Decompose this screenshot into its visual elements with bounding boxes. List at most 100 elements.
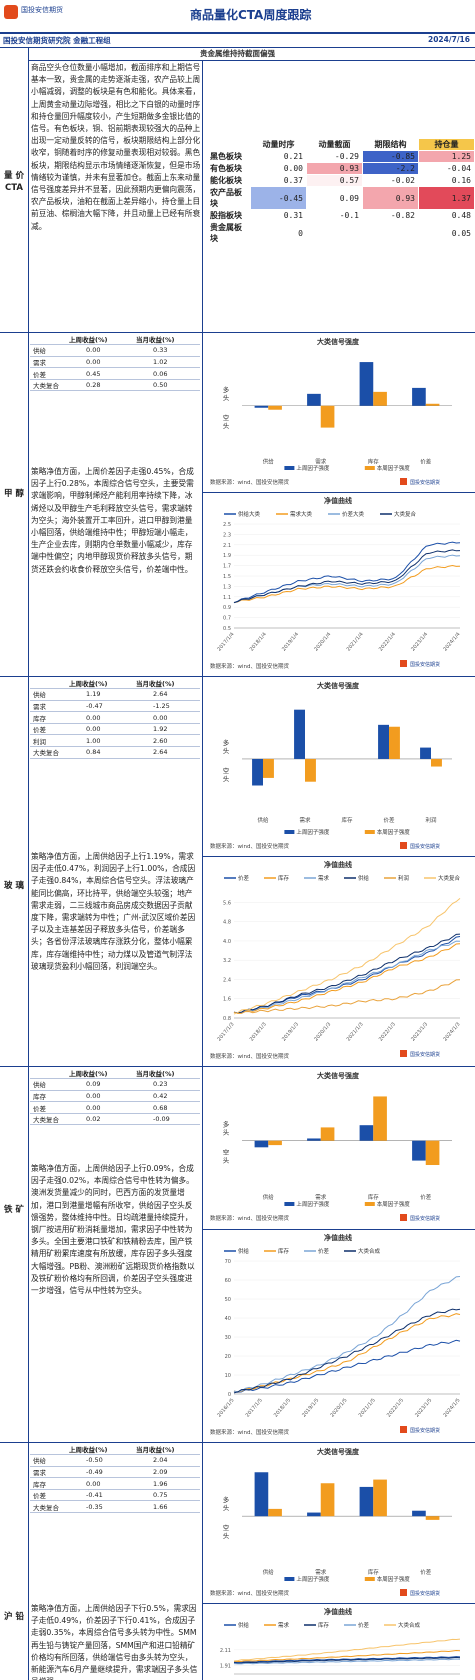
legend-label: 供给 [358,874,370,882]
table-cell: 0.28 [66,379,133,392]
legend-label: 库存 [278,1247,290,1255]
table-header-cell: 当月收益(%) [133,1443,200,1456]
short-axis-label: 空 [223,1523,230,1532]
heatmap-cell: 0 [250,221,307,245]
legend-label: 利润 [398,874,410,882]
table-row: 价差 0.00 0.68 [30,1101,200,1114]
series-line [233,1638,461,1662]
divider [202,676,203,1066]
signal-table-lead: 上周收益(%) 当月收益(%) 供给 -0.50 2.04 需求 -0.49 2.09 库存 0.… [30,1443,200,1514]
heatmap-cell: 0.31 [250,209,307,222]
heatmap-cell: -0.45 [250,186,307,210]
heatmap-cell: 0.05 [418,221,475,245]
section-glass-paragraph: 策略净值方面，上周供给因子上行1.19%，需求因子走低0.47%，利润因子上行1… [31,852,196,971]
x-tick-label: 2024/1/5 [442,1397,461,1418]
divider [202,1603,475,1604]
heatmap-cell: -0.29 [306,150,363,163]
table-row: 价差 0.00 1.92 [30,723,200,736]
table-cell: -0.35 [66,1500,133,1514]
table-cell: 0.33 [133,344,200,357]
y-tick-label: 1.7 [223,564,231,570]
category-tick-label: 库存 [368,457,380,465]
chart-title: 净值曲线 [324,1607,352,1616]
x-tick-label: 2020/1/3 [313,1021,332,1042]
table-row: 库存 0.00 0.00 [30,711,200,724]
table-row: 库存 0.00 1.96 [30,1477,200,1490]
table-header-cell: 当月收益(%) [133,333,200,346]
long-axis-label: 头 [223,746,230,755]
bar-mark [359,1125,374,1141]
table-row: 供给 0.09 0.23 [30,1078,200,1091]
y-tick-label: 2.4 [223,977,231,983]
legend-label: 大类合成 [398,1621,421,1629]
section-cta-label: 量 价 CTA [4,171,24,193]
bar-mark [307,1512,321,1517]
bar-mark [307,1138,321,1141]
section-cta-title: 贵金属维持持截面偏强 [200,49,275,58]
x-tick-label: 2023/1/5 [414,1397,433,1418]
long-axis-label: 多 [223,385,230,394]
mini-logo-text: 国投安信期货 [410,661,440,668]
legend-swatch [284,1577,295,1581]
bar-mark [425,1516,440,1520]
category-tick-label: 需求 [315,1193,327,1201]
heatmap-cell: -0.02 [362,174,419,187]
x-tick-label: 2020/1/5 [329,1397,348,1418]
category-tick-label: 供给 [263,1568,275,1576]
y-tick-label: 0.9 [223,605,231,611]
mini-logo-icon [400,1426,407,1433]
short-axis-label: 头 [223,1156,230,1165]
mini-logo-icon [400,660,407,667]
legend-label: 价差大类 [342,510,365,518]
report-subheader: 国投安信期货研究院 金融工程组 2024/7/16 [0,34,475,46]
bar-mark [268,405,282,410]
table-cell: 2.60 [133,734,200,748]
divider [0,676,475,677]
legend-swatch [284,466,295,470]
divider [202,1229,475,1230]
mini-logo-text: 国投安信期货 [410,1215,440,1222]
series-line [233,1649,461,1663]
chart-source: 数据来源：wind、国投安信期货 [210,478,290,486]
bar-mark [425,403,440,406]
y-tick-label: 2.5 [223,522,231,528]
legend-label: 本周因子强度 [377,1575,411,1583]
table-cell: 2.64 [133,746,200,759]
table-header-cell: 当月收益(%) [133,677,200,690]
section-lead-label: 沪 铅 [4,1612,24,1622]
category-tick-label: 价差 [383,816,395,824]
heatmap-column-header: 动量截面 [306,138,363,151]
x-tick-label: 2018/1/5 [273,1397,292,1418]
short-axis-label: 空 [223,766,230,775]
x-tick-label: 2022/1/4 [378,631,397,652]
bar-mark [320,1127,335,1141]
y-tick-label: 5.6 [223,900,231,906]
category-tick-label: 库存 [368,1193,380,1201]
legend-label: 本周因子强度 [377,828,411,836]
table-cell: 0.00 [66,723,133,736]
heatmap-cell: 0.09 [306,186,363,210]
table-cell: 0.06 [133,367,200,380]
table-header-cell: 上周收益(%) [66,677,133,690]
company-logo-text: 国投安信期货 [21,6,63,14]
heatmap-row-label: 农产品板块 [206,186,251,210]
y-tick-label: 1.1 [223,595,231,601]
x-tick-label: 2019/1/5 [301,1397,320,1418]
legend-label: 大类合成 [358,1247,381,1255]
table-header-cell: 上周收益(%) [66,333,133,346]
bar-mark [359,362,374,406]
x-tick-label: 2021/1/5 [358,1397,377,1418]
signal-table-iron: 上周收益(%) 当月收益(%) 供给 0.09 0.23 库存 0.00 0.42 价差 0.00… [30,1067,200,1126]
heatmap-cell: -0.1 [306,209,363,222]
series-line [233,554,461,604]
chart-title: 大类信号强度 [317,337,360,346]
legend-label: 库存 [278,874,290,882]
category-tick-label: 价差 [420,1568,432,1576]
y-tick-label: 0.5 [223,626,231,632]
table-cell: 0.68 [133,1101,200,1114]
bar-mark [263,758,274,778]
table-row: 大类复合 0.02 -0.09 [30,1113,200,1126]
series-line [233,549,461,604]
divider [202,856,475,857]
divider [202,1066,203,1442]
